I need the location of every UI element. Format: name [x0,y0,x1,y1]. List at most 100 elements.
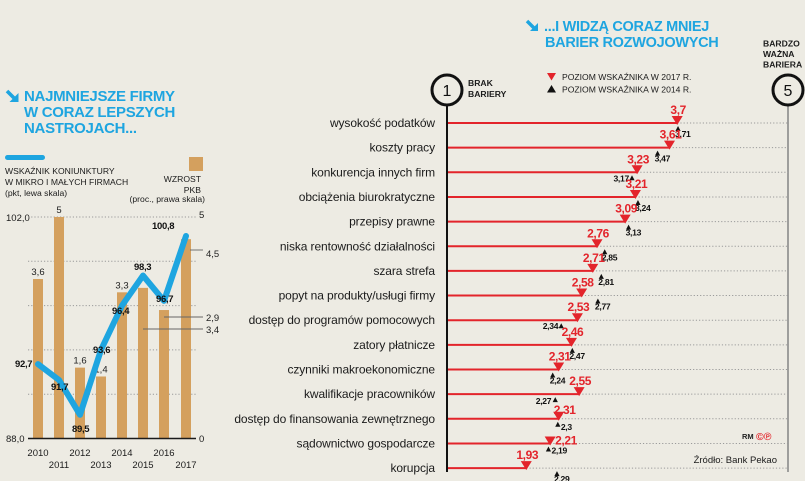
sentiment-label: 92,7 [15,359,32,370]
marker-2017-triangle [587,263,599,273]
sentiment-label: 93,6 [93,345,110,356]
marker-2017-triangle [553,362,565,372]
barrier-row: przepisy prawne 3,09 3,13 [349,202,788,238]
legend-line-label-1: WSKAŹNIK KONIUNKTURY [5,166,115,176]
value-2017-label: 3,09 [615,202,637,216]
legend-line-swatch [5,155,45,160]
scale-min-label-1: BRAK [468,78,494,88]
marker-2014-triangle [598,273,604,279]
legend-2017-label: POZIOM WSKAŹNIKA W 2017 R. [562,72,691,82]
marker-2014-triangle [635,199,641,205]
marker-2017-triangle [573,387,585,397]
marker-2017-triangle [631,165,643,175]
right-title-arrow-icon [525,19,538,31]
year-label: 2015 [132,460,153,471]
value-2014-label: 2,24 [550,376,566,386]
marker-2014-triangle [595,298,601,304]
barrier-label: niska rentowność działalności [280,239,435,253]
right-axis-max-label: 5 [199,210,204,221]
barrier-label: szara strefa [374,264,436,278]
value-2014-label: 3,47 [655,154,671,164]
marker-2014-triangle [552,397,558,403]
value-2014-label: 2,27 [536,396,552,406]
barrier-row: zatory płatnicze 2,46 2,47 [353,325,788,361]
scale-min-value: 1 [443,83,452,100]
right-title-line-1: ...I WIDZĄ CORAZ MNIEJ [544,19,709,35]
marker-2014-triangle [554,471,560,477]
source-label: Źródło: Bank Pekao [694,455,777,466]
marker-2014-triangle [569,347,575,353]
barrier-row: dostęp do programów pomocowych 2,53 2,34 [249,300,788,331]
legend-line-label-2: W MIKRO I MAŁYCH FIRMACH [5,177,128,187]
legend-bar-label-2: PKB [184,185,201,195]
right-title-line-2: BARIER ROZWOJOWYCH [545,35,718,51]
year-label: 2011 [49,460,69,471]
barrier-row: korupcja 1,93 2,29 [390,448,788,481]
marker-2014-triangle [625,224,632,230]
legend-2014-triangle-icon [547,85,556,93]
left-axis-min-label: 88,0 [6,434,25,445]
marker-2017-triangle [544,436,556,446]
gdp-bar-2017 [181,239,191,439]
barrier-label: popyt na produkty/usługi firmy [279,289,436,303]
barrier-label: konkurencja innych firm [311,165,435,179]
scale-max-label-1: BARDZO [763,39,800,49]
marker-2014-triangle [545,446,552,452]
barrier-label: dostęp do programów pomocowych [249,313,435,327]
value-2017-label: 3,21 [626,177,648,191]
marker-2017-triangle [565,337,577,347]
gdp-bar-label: 1,6 [73,356,86,367]
value-2017-label: 2,31 [554,403,576,417]
legend-line-label-3: (pkt, lewa skala) [5,188,67,198]
scale-max-label-3: BARIERA [763,60,802,70]
legend-bar-label-1: WZROST [164,174,202,184]
barrier-row: sądownictwo gospodarcze 2,212,19 [297,433,788,455]
sentiment-label: 98,3 [134,262,151,273]
value-2014-label: 2,47 [569,351,585,361]
marker-2017-triangle [619,214,631,224]
value-2017-label: 2,55 [569,374,591,388]
value-2014-label: 2,77 [595,302,611,312]
barrier-label: koszty pracy [370,141,436,155]
value-2017-label: 2,53 [568,300,590,314]
year-label: 2016 [153,448,174,459]
scale-min-label-2: BARIERY [468,89,507,99]
gdp-bar-2014 [117,292,127,439]
barrier-row: niska rentowność działalności 2,76 2,85 [280,226,788,262]
scale-max-value: 5 [784,83,793,100]
barrier-label: kwalifikacje pracowników [304,387,435,401]
gdp-bar-label: 3,6 [31,267,44,278]
legend-bar-swatch [189,157,203,171]
sentiment-label: 89,5 [72,424,90,435]
scale-max-label-2: WAŻNA [763,49,795,59]
value-2017-label: 3,7 [670,103,686,117]
value-2014-label: 2,34 [543,321,559,331]
value-2017-label: 2,46 [562,325,584,339]
barrier-row: szara strefa 2,71 2,81 [374,251,788,287]
gdp-bar-label: 5 [56,205,61,216]
value-2014-label: 2,19 [551,445,567,455]
marker-2014-triangle [602,249,608,255]
barrier-label: zatory płatnicze [353,338,435,352]
value-2014-label: 3,24 [635,203,651,213]
barrier-label: wysokość podatków [329,116,435,130]
left-axis-max-label: 102,0 [6,213,30,224]
marker-2017-triangle [664,140,676,150]
value-2017-label: 2,76 [587,226,609,240]
sentiment-label: 91,7 [51,382,68,393]
legend-2014-label: POZIOM WSKAŹNIKA W 2014 R. [562,85,691,95]
marker-2014-triangle [654,150,661,156]
sentiment-label: 96,4 [112,306,130,317]
gdp-bar-label: 4,5 [206,249,219,260]
value-2017-label: 2,31 [549,350,571,364]
year-label: 2010 [27,448,48,459]
value-2014-label: 2,29 [554,474,570,481]
legend-2017-triangle-icon [547,73,556,81]
scale-max-circle [771,73,805,107]
barrier-label: sądownictwo gospodarcze [297,436,436,450]
barrier-row: obciążenia biurokratyczne 3,21 3,24 [299,177,788,213]
value-2017-label: 3,61 [660,128,682,142]
barrier-row: wysokość podatków 3,7 3,71 [329,103,788,139]
value-2017-label: 2,21 [555,433,577,447]
